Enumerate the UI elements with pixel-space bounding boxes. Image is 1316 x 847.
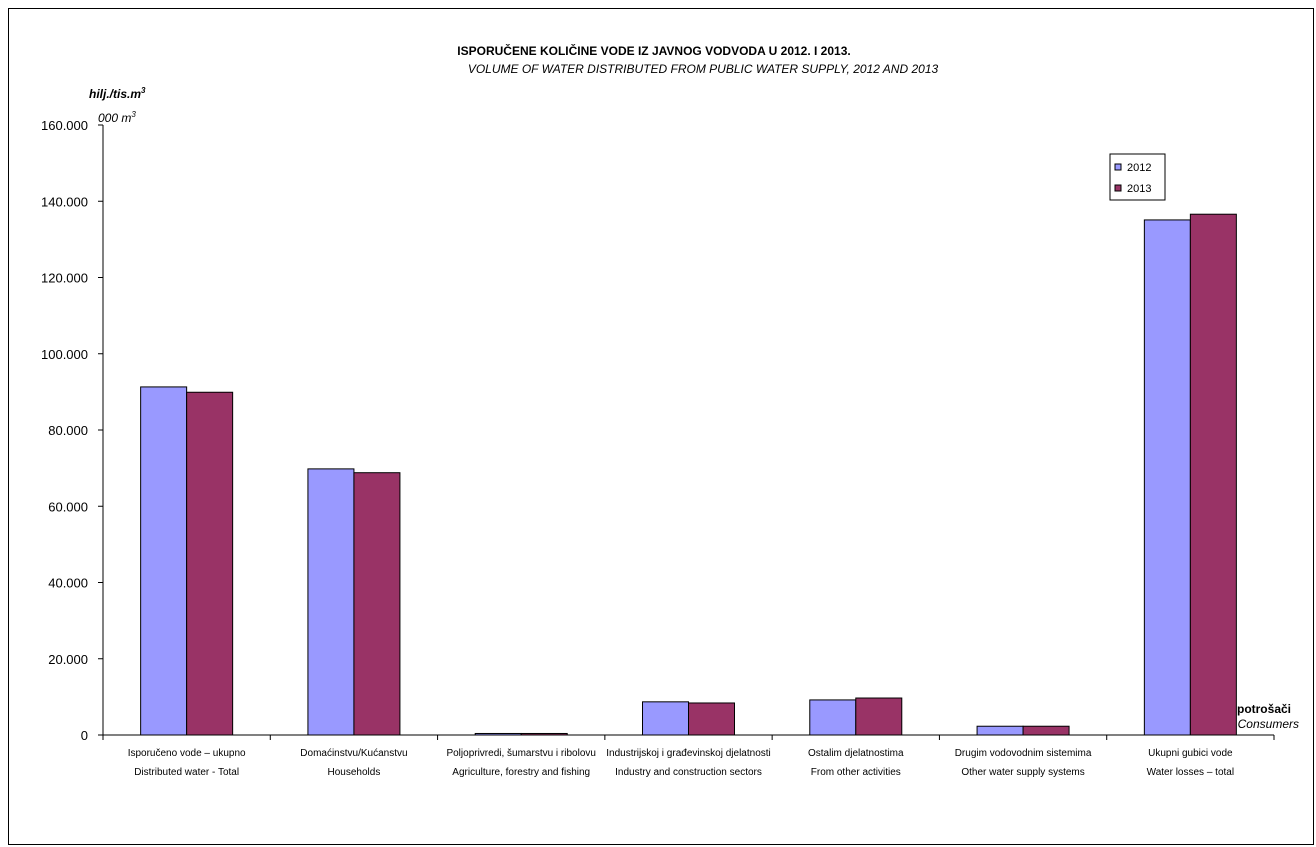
x-category-label-english: Households bbox=[328, 767, 381, 778]
bar-2012 bbox=[976, 725, 1024, 736]
x-category-label-english: From other activities bbox=[811, 767, 901, 778]
y-tick-label: 0 bbox=[81, 728, 88, 743]
bar-2013 bbox=[1022, 725, 1070, 736]
x-category-label: Poljoprivredi, šumarstvu i ribolovu bbox=[446, 748, 596, 759]
bar-2012 bbox=[140, 386, 188, 736]
bars bbox=[140, 213, 1237, 736]
y-tick-label: 120.000 bbox=[41, 271, 88, 286]
bar-2012 bbox=[307, 468, 355, 736]
legend: 2012 2013 bbox=[1109, 153, 1166, 201]
bar-2013 bbox=[688, 702, 735, 736]
bar-2012 bbox=[809, 699, 857, 736]
chart-title: ISPORUČENE KOLIČINE VODE IZ JAVNOG VODVO… bbox=[457, 43, 850, 58]
y-tick-label: 20.000 bbox=[48, 652, 88, 667]
x-category-label: Isporučeno vode – ukupno bbox=[128, 748, 246, 759]
chart-subtitle: VOLUME OF WATER DISTRIBUTED FROM PUBLIC … bbox=[468, 62, 939, 76]
y-tick-label: 100.000 bbox=[41, 347, 88, 362]
legend-label-2012: 2012 bbox=[1127, 162, 1151, 174]
x-axis-label-english: Consumers bbox=[1238, 717, 1299, 731]
axes bbox=[102, 125, 1275, 740]
y-tick-label: 60.000 bbox=[48, 499, 88, 514]
bar-2012 bbox=[642, 701, 689, 736]
y-tick-label: 40.000 bbox=[48, 576, 88, 591]
bar-2013 bbox=[1189, 213, 1237, 736]
x-category-label: Domaćinstvu/Kućanstvu bbox=[300, 748, 407, 759]
x-category-label: Drugim vodovodnim sistemima bbox=[955, 748, 1092, 759]
x-axis-label-local: potrošači bbox=[1237, 702, 1291, 716]
x-category-label-english: Agriculture, forestry and fishing bbox=[452, 767, 590, 778]
y-axis-ticks: 0 20.000 40.000 60.000 80.000 100.000 120.000 1… bbox=[41, 118, 103, 743]
legend-swatch-2013 bbox=[1114, 184, 1122, 192]
x-category-label-english: Industry and construction sectors bbox=[615, 767, 762, 778]
chart: ISPORUČENE KOLIČINE VODE IZ JAVNOG VODVO… bbox=[41, 43, 1299, 778]
legend-box bbox=[1109, 153, 1166, 201]
x-category-label: Industrijskoj i građevinskoj djelatnosti bbox=[606, 748, 771, 759]
legend-label-2013: 2013 bbox=[1127, 183, 1151, 195]
y-axis-label-english: 000 m3 bbox=[98, 110, 136, 125]
x-category-label: Ostalim djelatnostima bbox=[808, 748, 904, 759]
y-tick-label: 160.000 bbox=[41, 118, 88, 133]
bar-2013 bbox=[353, 472, 401, 736]
y-tick-label: 140.000 bbox=[41, 194, 88, 209]
x-category-label-english: Other water supply systems bbox=[961, 767, 1084, 778]
bar-2013 bbox=[186, 391, 234, 736]
chart-frame: ISPORUČENE KOLIČINE VODE IZ JAVNOG VODVO… bbox=[8, 8, 1314, 845]
x-category-label: Ukupni gubici vode bbox=[1148, 748, 1233, 759]
x-category-label-english: Water losses – total bbox=[1147, 767, 1234, 778]
y-axis-label-local: hilj./tis.m3 bbox=[89, 86, 146, 101]
x-axis-categories: Isporučeno vode – ukupno Distributed wate… bbox=[128, 748, 1234, 778]
y-tick-label: 80.000 bbox=[48, 423, 88, 438]
legend-swatch-2012 bbox=[1114, 163, 1122, 171]
x-category-label-english: Distributed water - Total bbox=[134, 767, 239, 778]
bar-2012 bbox=[1143, 219, 1191, 736]
bar-2013 bbox=[855, 697, 903, 736]
